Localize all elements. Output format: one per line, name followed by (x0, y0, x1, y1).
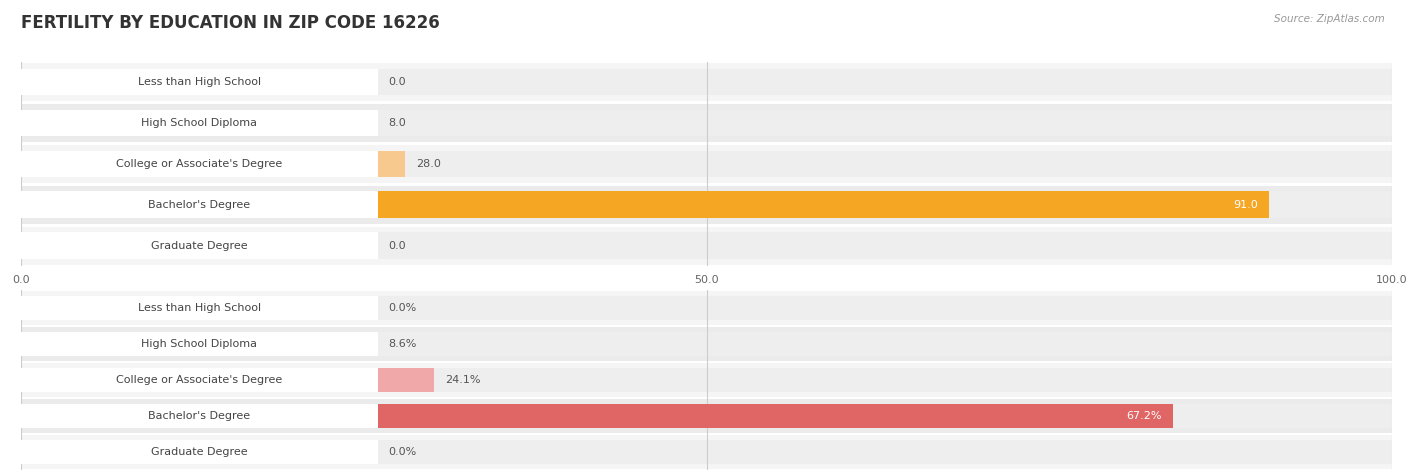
Bar (21, 327, 1392, 361)
Bar (21, 232, 1392, 259)
Bar (21, 332, 1392, 356)
Bar (21, 399, 1392, 433)
Text: 28.0: 28.0 (416, 159, 440, 169)
Bar (21, 404, 1392, 428)
Bar (21, 151, 405, 177)
Bar (21, 440, 377, 464)
Text: 8.6%: 8.6% (388, 339, 416, 349)
Bar (21, 296, 377, 320)
Text: FERTILITY BY EDUCATION IN ZIP CODE 16226: FERTILITY BY EDUCATION IN ZIP CODE 16226 (21, 14, 440, 32)
Bar (21, 69, 377, 95)
Text: 24.1%: 24.1% (446, 375, 481, 385)
Bar (21, 232, 377, 259)
Bar (21, 110, 131, 136)
Bar (21, 404, 1173, 428)
Bar (21, 69, 1392, 95)
Bar (21, 191, 1268, 218)
Bar (21, 368, 377, 392)
Text: 0.0: 0.0 (388, 77, 406, 87)
Bar (21, 191, 377, 218)
Text: College or Associate's Degree: College or Associate's Degree (117, 159, 283, 169)
Bar (21, 227, 1392, 265)
Text: Less than High School: Less than High School (138, 77, 262, 87)
Text: Less than High School: Less than High School (138, 303, 262, 313)
Text: High School Diploma: High School Diploma (141, 118, 257, 128)
Text: 0.0: 0.0 (388, 240, 406, 251)
Text: High School Diploma: High School Diploma (141, 339, 257, 349)
Text: 0.0%: 0.0% (388, 447, 416, 457)
Bar (21, 104, 1392, 142)
Bar (21, 151, 377, 177)
Bar (21, 440, 1392, 464)
Bar (21, 332, 169, 356)
Bar (21, 296, 1392, 320)
Bar (21, 363, 1392, 397)
Bar (21, 151, 1392, 177)
Bar (21, 332, 377, 356)
Text: Graduate Degree: Graduate Degree (150, 240, 247, 251)
Bar (21, 145, 1392, 183)
Bar (21, 368, 434, 392)
Bar (21, 110, 377, 136)
Bar (21, 436, 1392, 469)
Bar (21, 191, 1392, 218)
Text: Bachelor's Degree: Bachelor's Degree (148, 200, 250, 210)
Bar (21, 368, 1392, 392)
Text: Graduate Degree: Graduate Degree (150, 447, 247, 457)
Bar (21, 291, 1392, 324)
Text: 0.0%: 0.0% (388, 303, 416, 313)
Bar (21, 110, 1392, 136)
Bar (21, 186, 1392, 224)
Text: 8.0: 8.0 (388, 118, 406, 128)
Text: Source: ZipAtlas.com: Source: ZipAtlas.com (1274, 14, 1385, 24)
Text: 91.0: 91.0 (1233, 200, 1257, 210)
Text: College or Associate's Degree: College or Associate's Degree (117, 375, 283, 385)
Bar (21, 63, 1392, 101)
Text: 67.2%: 67.2% (1126, 411, 1161, 421)
Text: Bachelor's Degree: Bachelor's Degree (148, 411, 250, 421)
Bar (21, 404, 377, 428)
